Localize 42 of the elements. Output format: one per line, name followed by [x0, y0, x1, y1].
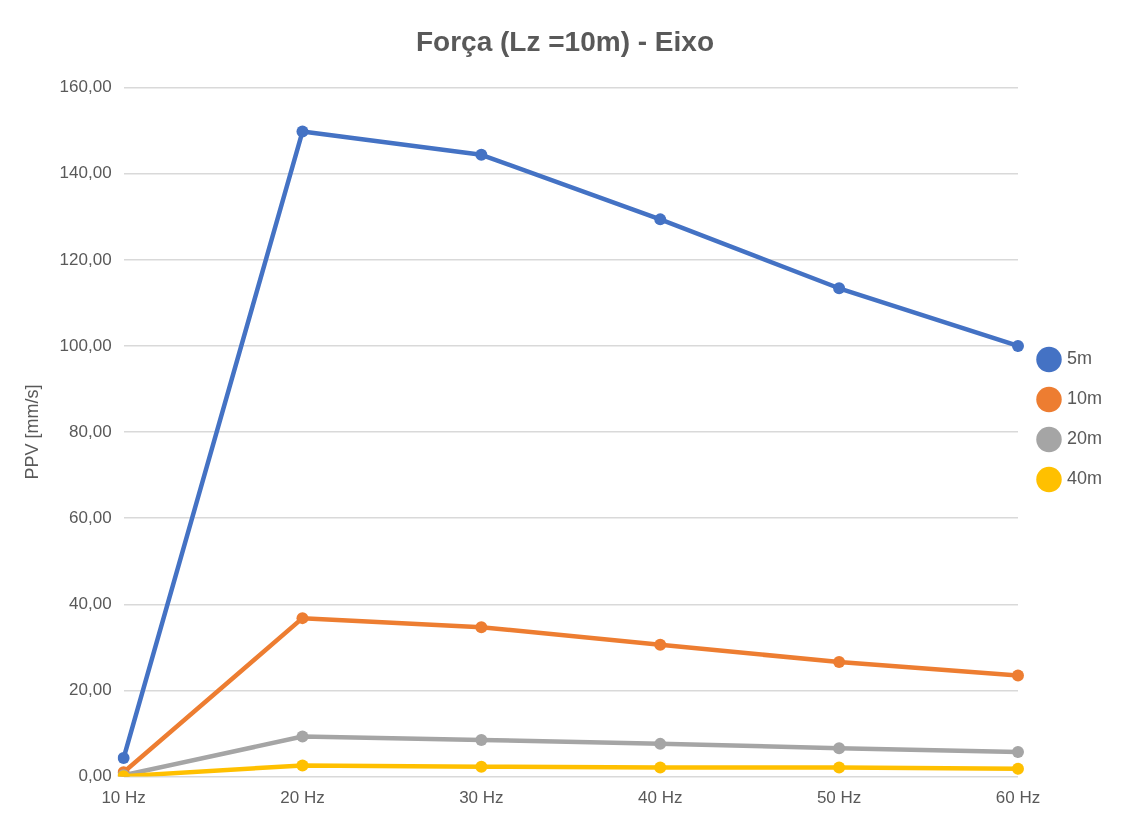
x-tick-label: 20 Hz	[280, 788, 325, 808]
y-tick-label: 20,00	[69, 680, 112, 700]
point	[1011, 339, 1024, 352]
point	[654, 213, 667, 226]
legend-label: 40m	[1066, 468, 1102, 489]
x-tick-label: 60 Hz	[995, 788, 1041, 808]
y-axis-title: PPV [mm/s]	[21, 384, 42, 480]
x-tick-label: 50 Hz	[816, 788, 862, 808]
point	[475, 621, 488, 634]
legend-label: 10m	[1066, 388, 1102, 409]
point	[296, 759, 309, 772]
y-tick-label: 0,00	[78, 766, 112, 786]
point	[654, 737, 667, 750]
point	[654, 638, 667, 651]
chart-title: Força (Lz =10m) - Eixo	[416, 25, 714, 57]
point	[833, 282, 846, 295]
point	[117, 752, 130, 765]
point	[833, 656, 846, 669]
x-tick-label: 10 Hz	[101, 788, 146, 808]
point	[833, 761, 846, 774]
y-tick-label: 160,00	[59, 77, 112, 97]
point	[1011, 669, 1024, 682]
y-tick-label: 80,00	[69, 421, 112, 441]
point	[833, 742, 846, 755]
point	[475, 148, 488, 161]
y-tick-label: 40,00	[69, 594, 112, 614]
point	[296, 730, 309, 743]
point	[654, 761, 667, 774]
point	[296, 125, 309, 138]
point	[475, 734, 488, 746]
y-tick-label: 100,00	[59, 335, 112, 355]
legend-label: 20m	[1066, 428, 1102, 449]
point	[475, 760, 488, 773]
point	[296, 612, 309, 625]
point	[1011, 746, 1024, 759]
x-tick-label: 40 Hz	[638, 788, 683, 808]
y-tick-label: 120,00	[59, 249, 112, 269]
x-tick-label: 30 Hz	[459, 788, 504, 808]
legend-label: 5m	[1066, 348, 1092, 369]
y-tick-label: 140,00	[59, 163, 112, 183]
point	[1011, 762, 1024, 775]
y-tick-label: 60,00	[69, 507, 112, 527]
